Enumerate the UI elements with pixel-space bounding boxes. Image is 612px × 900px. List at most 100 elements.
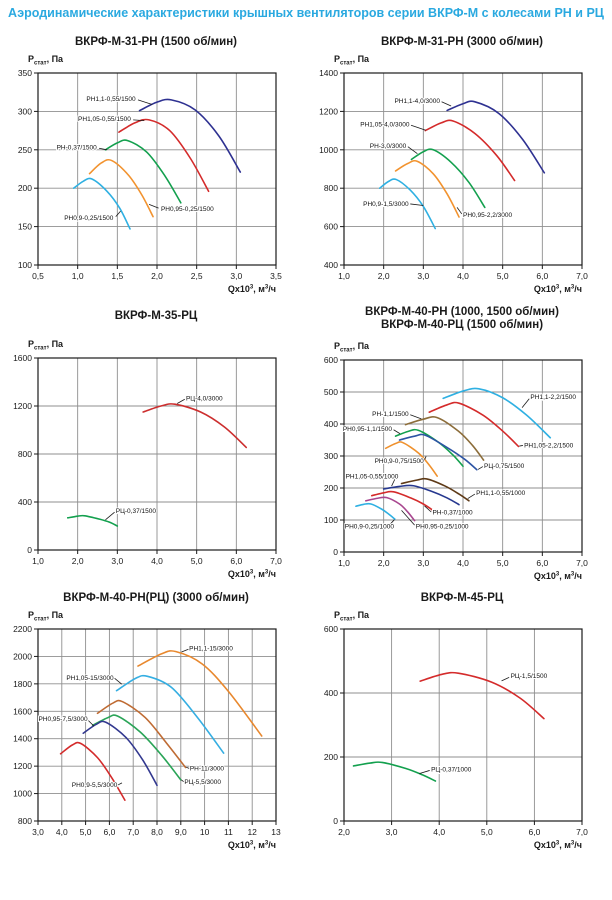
x-tick-label: 1,0 — [338, 271, 350, 281]
series-label: РН1,05-15/3000 — [66, 675, 114, 682]
y-tick-label: 0 — [27, 545, 32, 555]
series-label: РН-11/3000 — [190, 766, 225, 773]
y-axis-label: Pстат, Па — [334, 54, 370, 67]
y-tick-label: 250 — [18, 145, 32, 155]
series-label-leader — [115, 210, 121, 217]
chart-vkrf-m-31-rn-1500: ВКРФ-М-31-РН (1500 об/мин) 0,5 1,0 1,5 2,0 2,… — [6, 36, 306, 295]
series-curve — [138, 98, 242, 173]
x-tick-label: 4,0 — [56, 827, 68, 837]
series-label-leader — [88, 720, 95, 727]
x-axis-label: Qx103, м3/ч — [534, 284, 582, 294]
series-curve — [419, 671, 545, 720]
series-label-leader — [105, 511, 115, 521]
y-axis-label: Pстат, Па — [28, 610, 64, 623]
series-label-leader — [410, 124, 426, 131]
x-tick-label: 4,0 — [433, 827, 445, 837]
x-tick-label: 6,0 — [536, 271, 548, 281]
series-label-leader — [410, 414, 422, 420]
series-label: РН1,1-15/3000 — [189, 645, 233, 652]
series-curve — [394, 159, 460, 218]
series-label-leader — [177, 398, 185, 404]
series-label: РН1,1-0,55/1000 — [476, 490, 526, 497]
chart-title-line: ВКРФ-М-31-РН (1500 об/мин) — [75, 36, 237, 48]
x-tick-label: 5,0 — [191, 556, 203, 566]
series-label: РН0,95-0,25/1500 — [161, 206, 214, 213]
chart-title-line: ВКРФ-М-35-РЦ — [114, 310, 198, 322]
x-tick-label: 0,5 — [32, 271, 44, 281]
chart-title: ВКРФ-М-45-РЦ — [312, 592, 612, 605]
y-tick-label: 300 — [324, 451, 338, 461]
x-tick-label: 3,0 — [230, 271, 242, 281]
x-tick-label: 6,0 — [230, 556, 242, 566]
y-tick-label: 100 — [324, 515, 338, 525]
series-label-leader — [456, 207, 463, 215]
series-label: РН-1,1/1500 — [372, 411, 409, 418]
chart-canvas: 1,0 2,0 3,0 4,0 5,0 6,0 7,0 0 400 800 1200 1600Pста… — [13, 339, 282, 579]
series-curve — [428, 401, 520, 448]
series-curve — [378, 178, 437, 230]
x-tick-label: 5,0 — [497, 558, 509, 568]
chart-canvas: 3,0 4,0 5,0 6,0 7,0 8,0 9,0 10 11 12 13 800 1000 1200… — [13, 610, 281, 850]
series-label-leader — [501, 676, 510, 682]
x-tick-label: 7,0 — [576, 558, 588, 568]
y-tick-label: 1800 — [13, 679, 32, 689]
series-label-leader — [407, 146, 418, 154]
series-curve — [370, 490, 436, 513]
series-curve — [96, 699, 187, 769]
series-curve — [398, 433, 478, 471]
y-axis-label: Pстат, Па — [28, 54, 64, 67]
chart-title-line: ВКРФ-М-40-РН (1000, 1500 об/мин) — [365, 306, 559, 318]
x-tick-label: 9,0 — [175, 827, 187, 837]
x-tick-label: 3,0 — [417, 271, 429, 281]
series-curve — [72, 177, 131, 230]
y-tick-label: 200 — [18, 183, 32, 193]
x-tick-label: 7,0 — [127, 827, 139, 837]
y-tick-label: 600 — [324, 624, 338, 634]
series-label: РЦ-0,75/1500 — [484, 463, 525, 470]
y-tick-label: 1200 — [13, 401, 32, 411]
x-tick-label: 1,0 — [32, 556, 44, 566]
chart-vkrf-m-35-rc: ВКРФ-М-35-РЦ 1,0 2,0 3,0 4,0 5,0 6,0 7,0 0 400 800… — [6, 310, 306, 580]
chart-vkrf-m-45-rc: ВКРФ-М-45-РЦ 2,0 3,0 4,0 5,0 6,0 7,0 0 200 400 600… — [312, 592, 612, 851]
series-label: РН0,9-0,75/1500 — [375, 458, 425, 465]
y-axis-label: Pстат, Па — [334, 341, 370, 354]
series-curve — [410, 148, 486, 209]
y-tick-label: 1000 — [319, 145, 338, 155]
series-label-leader — [181, 779, 184, 782]
x-tick-label: 1,5 — [111, 271, 123, 281]
y-tick-label: 800 — [324, 183, 338, 193]
y-tick-label: 200 — [324, 483, 338, 493]
x-axis-label: Qx103, м3/ч — [228, 569, 276, 579]
series-label: РН1,05-4,0/3000 — [360, 122, 410, 129]
chart-title: ВКРФ-М-31-РН (3000 об/мин) — [312, 36, 612, 49]
x-tick-label: 6,0 — [528, 827, 540, 837]
series-curve — [382, 484, 460, 506]
chart-vkrf-m-40-rn-rc-3000: ВКРФ-М-40-РН(РЦ) (3000 об/мин) 3,0 4,0 5,0 6… — [6, 592, 306, 851]
chart-title: ВКРФ-М-40-РН(РЦ) (3000 об/мин) — [6, 592, 306, 605]
series-label-leader — [519, 445, 523, 447]
y-tick-label: 150 — [18, 222, 32, 232]
series-curve — [104, 139, 182, 204]
y-tick-label: 1200 — [319, 106, 338, 116]
chart-title: ВКРФ-М-31-РН (1500 об/мин) — [6, 36, 306, 49]
series-label: РН-3,0/3000 — [370, 143, 407, 150]
y-tick-label: 1200 — [13, 761, 32, 771]
series-curve — [355, 502, 396, 520]
x-tick-label: 2,5 — [191, 271, 203, 281]
series-curve — [88, 158, 154, 218]
series-label-leader — [137, 99, 153, 105]
x-tick-label: 6,0 — [536, 558, 548, 568]
y-tick-label: 1000 — [13, 789, 32, 799]
x-tick-label: 2,0 — [338, 827, 350, 837]
chart-title: ВКРФ-М-35-РЦ — [6, 310, 306, 323]
series-label: РН0,95-2,2/3000 — [463, 212, 513, 219]
series-curve — [142, 403, 248, 449]
chart-vkrf-m-31-rn-3000: ВКРФ-М-31-РН (3000 об/мин) 1,0 2,0 3,0 4,0 5,… — [312, 36, 612, 295]
y-tick-label: 600 — [324, 355, 338, 365]
x-tick-label: 2,0 — [378, 558, 390, 568]
series-label-leader — [117, 782, 123, 786]
series-label: РЦ-0,37/1000 — [431, 766, 472, 773]
chart-canvas: 1,0 2,0 3,0 4,0 5,0 6,0 7,0 0 100 200 300 400 500 600… — [324, 341, 588, 581]
